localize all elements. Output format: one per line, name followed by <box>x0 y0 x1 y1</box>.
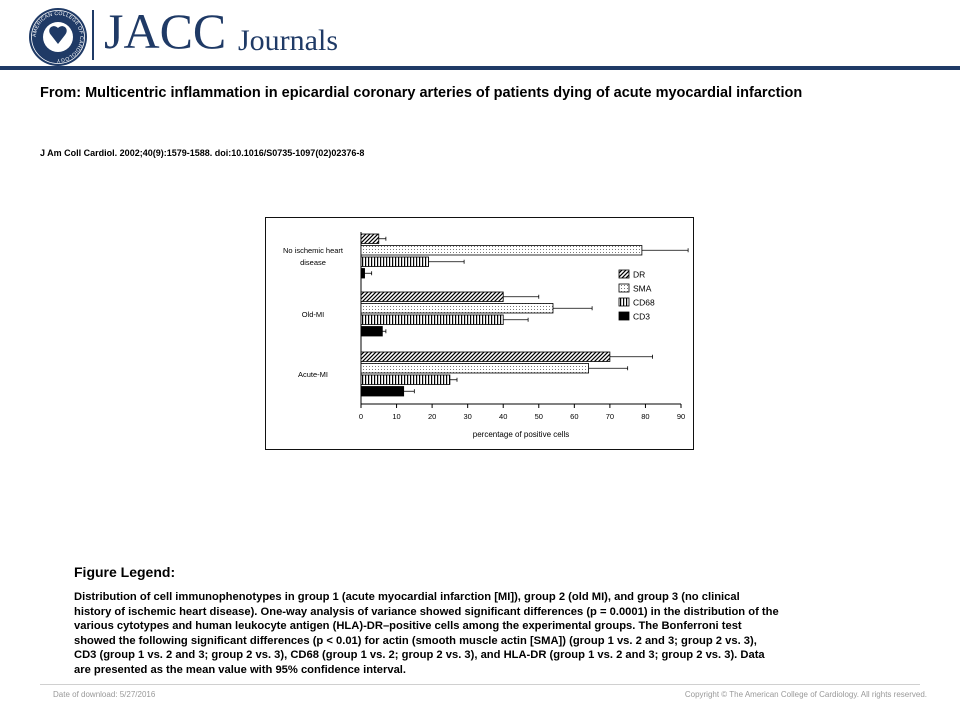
legend-label: CD3 <box>633 312 650 322</box>
download-date: Date of download: 5/27/2016 <box>53 690 156 699</box>
article-title[interactable]: From: Multicentric inflammation in epica… <box>40 85 803 101</box>
bar-sma <box>360 363 589 374</box>
legend-line: are presented as the mean value with 95%… <box>74 663 407 676</box>
x-tick-label: 50 <box>535 412 543 421</box>
bar-cd68 <box>360 374 451 385</box>
header-rule <box>0 66 960 70</box>
brand-logo-journals: Journals <box>238 24 338 57</box>
legend-label: DR <box>633 270 645 280</box>
bar-cd68 <box>360 256 429 267</box>
x-tick-label: 20 <box>428 412 436 421</box>
legend-swatch-cd68 <box>618 297 630 307</box>
category-label: No ischemic heart <box>283 246 344 255</box>
category-label: Old-MI <box>302 310 325 319</box>
x-tick-label: 40 <box>499 412 507 421</box>
x-tick-label: 60 <box>570 412 578 421</box>
legend-line: CD3 (group 1 vs. 2 and 3; group 2 vs. 3)… <box>74 649 765 662</box>
footer-rule <box>40 684 920 685</box>
legend-line: various cytotypes and human leukocyte an… <box>74 620 742 633</box>
bar-sma <box>360 303 554 314</box>
bar-cd3 <box>360 268 365 279</box>
x-tick-label: 80 <box>641 412 649 421</box>
bar-cd3 <box>360 326 383 337</box>
x-axis-label: percentage of positive cells <box>473 430 570 439</box>
bar-chart: 0 10 20 30 40 50 60 70 80 90 percentage of positiv… <box>283 232 689 439</box>
bar-cd68 <box>360 314 504 325</box>
x-tick-label: 0 <box>359 412 363 421</box>
legend-swatch-cd3 <box>618 311 630 321</box>
bar-dr <box>360 233 380 244</box>
legend-line: history of ischemic heart disease). One-… <box>74 605 779 618</box>
header-divider <box>92 10 94 60</box>
brand-logo-jacc: JACC <box>104 3 227 59</box>
x-tick-label: 10 <box>392 412 400 421</box>
legend-swatch-sma <box>618 283 630 293</box>
acc-seal-logo: AMERICAN COLLEGE OF CARDIOLOGY <box>29 8 87 66</box>
legend-label: SMA <box>633 284 652 294</box>
bar-cd3 <box>360 386 405 397</box>
x-tick-label: 70 <box>606 412 614 421</box>
page-header: AMERICAN COLLEGE OF CARDIOLOGY JACC Jour… <box>0 0 960 70</box>
figure-chart: 0 10 20 30 40 50 60 70 80 90 percentage of positiv… <box>265 217 694 450</box>
legend-label: CD68 <box>633 298 655 308</box>
figure-legend-heading: Figure Legend: <box>74 564 176 580</box>
bar-dr <box>360 351 611 362</box>
copyright-notice: Copyright © The American College of Card… <box>684 690 927 699</box>
category-label: Acute-MI <box>298 370 328 379</box>
x-tick-label: 30 <box>463 412 471 421</box>
bar-dr <box>360 291 504 302</box>
category-label: disease <box>300 258 326 267</box>
figure-legend-text: Distribution of cell immunophenotypes in… <box>74 590 914 678</box>
bar-sma <box>360 245 643 256</box>
legend-line: showed the following significant differe… <box>74 634 757 647</box>
article-citation[interactable]: J Am Coll Cardiol. 2002;40(9):1579-1588.… <box>40 148 365 158</box>
legend-line: Distribution of cell immunophenotypes in… <box>74 591 740 603</box>
legend-swatch-dr <box>618 269 630 279</box>
x-tick-label: 90 <box>677 412 685 421</box>
